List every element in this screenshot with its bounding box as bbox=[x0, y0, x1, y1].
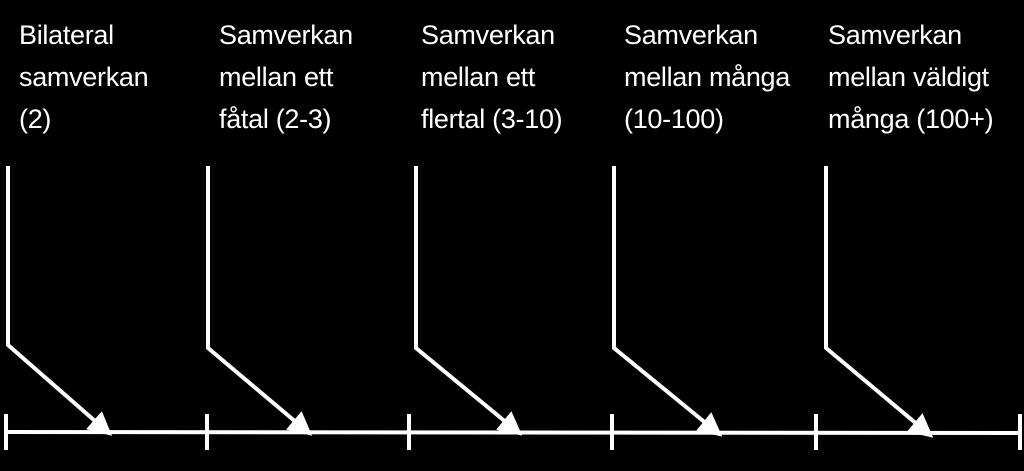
label-line: samverkan bbox=[19, 62, 149, 92]
category-label-several: Samverkan mellan ett flertal (3-10) bbox=[421, 14, 563, 140]
label-line: Samverkan bbox=[624, 20, 758, 50]
pointer-arrow-very-many bbox=[824, 166, 934, 438]
label-line: (2) bbox=[19, 104, 52, 134]
category-label-few: Samverkan mellan ett fåtal (2-3) bbox=[219, 14, 353, 140]
pointer-arrow-few bbox=[206, 166, 313, 436]
label-line: mellan många bbox=[624, 62, 790, 92]
pointer-arrow-many bbox=[612, 166, 723, 437]
label-line: Bilateral bbox=[19, 20, 114, 50]
label-line: flertal (3-10) bbox=[421, 104, 563, 134]
label-line: mellan ett bbox=[421, 62, 536, 92]
category-label-many: Samverkan mellan många (10-100) bbox=[624, 14, 790, 140]
label-line: Samverkan bbox=[828, 20, 962, 50]
label-line: mellan ett bbox=[219, 62, 334, 92]
pointer-arrow-bilateral bbox=[6, 166, 113, 436]
label-line: mellan väldigt bbox=[828, 62, 989, 92]
scale-axis-line bbox=[5, 430, 1023, 435]
pointer-arrow-several bbox=[414, 166, 523, 436]
category-label-very-many: Samverkan mellan väldigt många (100+) bbox=[828, 14, 994, 140]
label-line: fåtal (2-3) bbox=[219, 104, 332, 134]
label-line: Samverkan bbox=[421, 20, 555, 50]
category-label-bilateral: Bilateral samverkan (2) bbox=[19, 14, 149, 140]
label-line: (10-100) bbox=[624, 104, 724, 134]
label-line: många (100+) bbox=[828, 104, 994, 134]
label-line: Samverkan bbox=[219, 20, 353, 50]
